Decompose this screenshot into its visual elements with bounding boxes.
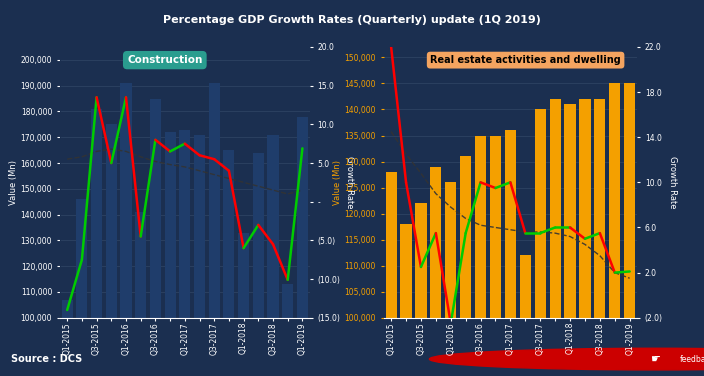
Y-axis label: Value (Mn): Value (Mn) — [9, 160, 18, 205]
Text: feedback.lk: feedback.lk — [679, 355, 704, 364]
Bar — [165, 132, 175, 376]
Bar — [106, 124, 117, 376]
Bar — [609, 83, 620, 376]
Bar — [624, 83, 635, 376]
Bar — [430, 167, 441, 376]
Bar — [460, 156, 471, 376]
Bar — [253, 153, 264, 376]
Bar — [475, 135, 486, 376]
Bar — [268, 135, 279, 376]
Bar — [120, 83, 132, 376]
Bar — [223, 150, 234, 376]
Bar — [194, 135, 205, 376]
Text: Real estate activities and dwelling: Real estate activities and dwelling — [430, 55, 621, 65]
Bar — [415, 203, 427, 376]
Bar — [594, 99, 605, 376]
Text: Source : DCS: Source : DCS — [11, 354, 82, 364]
Bar — [579, 99, 591, 376]
Bar — [91, 109, 102, 376]
Bar — [550, 99, 560, 376]
Bar — [297, 117, 308, 376]
Bar — [520, 255, 531, 376]
Bar — [534, 109, 546, 376]
Bar — [490, 135, 501, 376]
Bar — [505, 130, 516, 376]
Bar — [565, 104, 576, 376]
Text: ☛: ☛ — [650, 353, 660, 363]
Bar — [386, 172, 397, 376]
Bar — [401, 224, 412, 376]
Y-axis label: Growth Rate: Growth Rate — [345, 156, 354, 209]
Text: Construction: Construction — [127, 55, 203, 65]
Bar — [76, 199, 87, 376]
Bar — [282, 284, 294, 376]
Y-axis label: Value (Mn): Value (Mn) — [333, 160, 341, 205]
Bar — [208, 83, 220, 376]
Bar — [150, 99, 161, 376]
Circle shape — [429, 348, 704, 370]
Bar — [180, 129, 190, 376]
Bar — [238, 233, 249, 376]
Bar — [135, 212, 146, 376]
Y-axis label: Growth Rate: Growth Rate — [667, 156, 677, 209]
Bar — [445, 182, 456, 376]
Text: Percentage GDP Growth Rates (Quarterly) update (1Q 2019): Percentage GDP Growth Rates (Quarterly) … — [163, 15, 541, 25]
Bar — [62, 300, 73, 376]
